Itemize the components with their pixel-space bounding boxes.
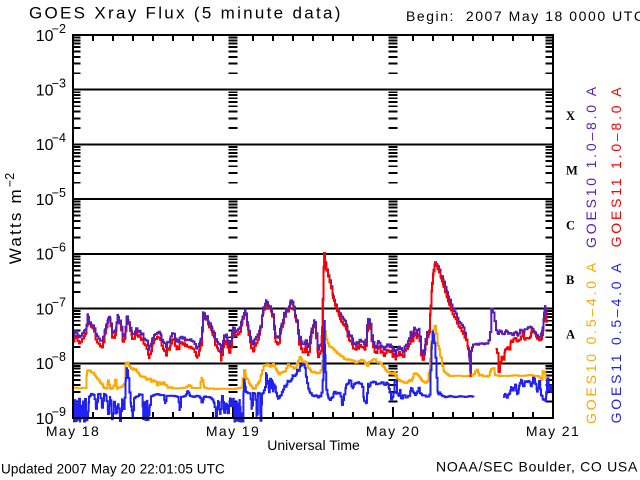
svg-text:10−6: 10−6 bbox=[36, 241, 66, 264]
svg-text:10−3: 10−3 bbox=[36, 77, 66, 100]
svg-text:GOES10 1.0–8.0 A: GOES10 1.0–8.0 A bbox=[583, 84, 599, 248]
svg-text:Updated 2007 May 20 22:01:05 U: Updated 2007 May 20 22:01:05 UTC bbox=[1, 462, 225, 477]
svg-text:GOES10 0.5–4.0 A: GOES10 0.5–4.0 A bbox=[583, 260, 599, 424]
svg-text:Universal Time: Universal Time bbox=[267, 437, 360, 453]
svg-text:Begin: 2007 May 18 0000 UTC: Begin: 2007 May 18 0000 UTC bbox=[406, 8, 640, 24]
svg-text:A: A bbox=[566, 328, 575, 342]
svg-text:10−2: 10−2 bbox=[36, 22, 66, 45]
svg-text:May 19: May 19 bbox=[206, 423, 260, 439]
svg-text:X: X bbox=[566, 109, 575, 123]
svg-text:May 20: May 20 bbox=[366, 423, 420, 439]
svg-text:10−9: 10−9 bbox=[36, 405, 66, 428]
svg-text:B: B bbox=[566, 273, 574, 287]
svg-text:May 18: May 18 bbox=[46, 423, 100, 439]
svg-text:GOES Xray Flux (5 minute data): GOES Xray Flux (5 minute data) bbox=[29, 4, 343, 23]
svg-text:NOAA/SEC Boulder, CO USA: NOAA/SEC Boulder, CO USA bbox=[436, 459, 638, 475]
svg-text:Watts m−2: Watts m−2 bbox=[3, 173, 25, 264]
svg-text:GOES11 1.0–8.0 A: GOES11 1.0–8.0 A bbox=[608, 85, 624, 248]
svg-text:May 21: May 21 bbox=[526, 423, 580, 439]
svg-text:M: M bbox=[566, 164, 578, 178]
svg-text:10−8: 10−8 bbox=[36, 350, 66, 373]
svg-text:GOES11 0.5–4.0 A: GOES11 0.5–4.0 A bbox=[608, 261, 624, 424]
svg-text:10−7: 10−7 bbox=[36, 295, 66, 318]
svg-text:10−5: 10−5 bbox=[36, 186, 66, 209]
svg-text:10−4: 10−4 bbox=[36, 131, 66, 154]
svg-text:C: C bbox=[566, 218, 575, 232]
